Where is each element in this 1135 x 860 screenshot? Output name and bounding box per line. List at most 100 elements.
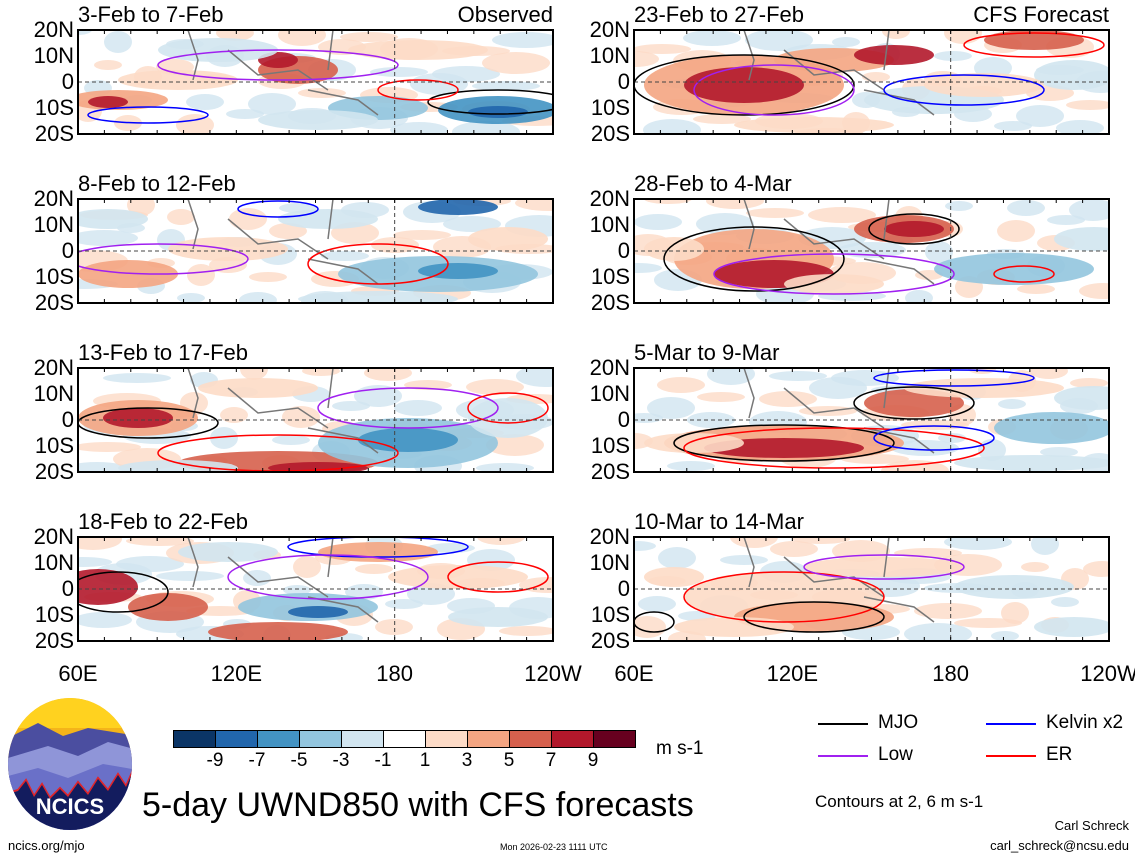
legend-label: Kelvin x2	[1046, 712, 1124, 733]
field-cell	[905, 290, 933, 303]
y-tick-label: 10S	[590, 433, 630, 458]
y-tick-label: 10N	[589, 212, 630, 237]
field-cell	[167, 209, 195, 225]
field-cell	[1040, 447, 1078, 457]
field-anomaly	[1034, 60, 1109, 90]
colorbar-label: 5	[503, 750, 515, 771]
field-cell	[515, 199, 553, 211]
field-cell	[1047, 215, 1085, 225]
field-cell	[364, 368, 412, 381]
map-panel	[77, 536, 554, 642]
field-anomaly	[784, 274, 884, 294]
y-tick-label: 20S	[34, 121, 74, 146]
field-cell	[759, 391, 817, 407]
panel-source-label: CFS Forecast	[973, 2, 1109, 27]
legend-line-mjo	[818, 723, 868, 725]
field-cell	[938, 433, 966, 443]
colorbar-units: m s-1	[656, 738, 704, 759]
field-cell	[1021, 562, 1049, 572]
field-cell	[239, 292, 277, 303]
y-tick-label: 10S	[34, 264, 74, 289]
contour-line	[634, 611, 675, 633]
field-anomaly	[178, 542, 278, 562]
field-anomaly	[278, 209, 378, 229]
field-anomaly	[298, 291, 458, 303]
colorbar-swatch	[300, 731, 342, 747]
field-cell	[634, 541, 656, 551]
footer-email[interactable]: carl_schreck@ncsu.edu	[990, 838, 1129, 853]
y-tick-label: 10N	[33, 43, 74, 68]
field-cell	[657, 377, 705, 393]
field-cell	[770, 541, 818, 557]
field-cell	[272, 435, 310, 445]
field-cell	[634, 263, 662, 273]
field-cell	[466, 379, 524, 395]
field-anomaly	[674, 617, 794, 637]
y-tick-label: 0	[61, 69, 74, 94]
field-cell	[176, 114, 214, 134]
field-anomaly	[644, 567, 704, 587]
field-anomaly	[348, 40, 488, 60]
colorbar-swatch	[258, 731, 300, 747]
map-panel	[77, 367, 554, 473]
panel-title: 28-Feb to 4-Mar	[634, 171, 792, 196]
colorbar-label: -7	[248, 750, 266, 771]
field-anomaly	[418, 199, 498, 215]
field-anomaly	[884, 221, 944, 237]
field-cell	[634, 214, 682, 230]
contour-line	[743, 601, 885, 633]
field-cell	[355, 564, 393, 574]
y-tick-label: 0	[617, 407, 630, 432]
field-cell	[891, 440, 959, 456]
field-anomaly	[954, 455, 1109, 471]
contour-line	[307, 243, 449, 285]
field-cell	[104, 31, 132, 53]
panel-maps	[77, 29, 1110, 642]
contour-line	[87, 106, 209, 124]
field-cell	[745, 30, 813, 51]
field-cell	[998, 399, 1026, 409]
field-cell	[209, 257, 247, 273]
x-tick-label: 120W	[1080, 661, 1135, 686]
field-anomaly	[468, 398, 548, 438]
field-anomaly	[118, 70, 238, 90]
y-tick-label: 10S	[590, 264, 630, 289]
y-tick-label: 20N	[33, 186, 74, 211]
contour-line	[227, 554, 429, 600]
panel-title: 13-Feb to 17-Feb	[78, 340, 248, 365]
y-tick-label: 0	[617, 576, 630, 601]
contour-note: Contours at 2, 6 m s-1	[815, 792, 984, 811]
field-cell	[720, 555, 768, 565]
colorbar-swatch	[426, 731, 468, 747]
y-tick-label: 0	[61, 407, 74, 432]
colorbar-swatch	[342, 731, 384, 747]
colorbar-label: 9	[587, 750, 599, 771]
contour-line	[634, 54, 855, 116]
field-cell	[914, 603, 982, 619]
legend-line-kelvin-x2	[986, 723, 1036, 725]
contour-line	[447, 561, 549, 593]
y-tick-label: 20N	[33, 17, 74, 42]
field-cell	[634, 51, 659, 67]
field-cell	[248, 93, 296, 115]
colorbar-swatch	[216, 731, 258, 747]
field-cell	[516, 368, 553, 387]
y-tick-label: 10N	[589, 381, 630, 406]
footer-url[interactable]: ncics.org/mjo	[8, 838, 85, 853]
map-panel	[77, 29, 554, 135]
field-cell	[187, 264, 215, 286]
field-cell	[370, 67, 428, 77]
contour-line	[427, 89, 553, 115]
contour-line	[78, 243, 249, 275]
field-cell	[467, 549, 515, 571]
field-anomaly	[268, 462, 368, 472]
field-cell	[229, 208, 267, 230]
x-tick-label: 120E	[210, 661, 263, 686]
contour-line	[963, 32, 1105, 58]
field-anomaly	[288, 606, 348, 618]
map-panel	[633, 367, 1110, 473]
field-cell	[226, 109, 264, 119]
field-anomaly	[448, 607, 548, 627]
field-cell	[1031, 537, 1059, 555]
field-anomaly	[854, 45, 934, 65]
